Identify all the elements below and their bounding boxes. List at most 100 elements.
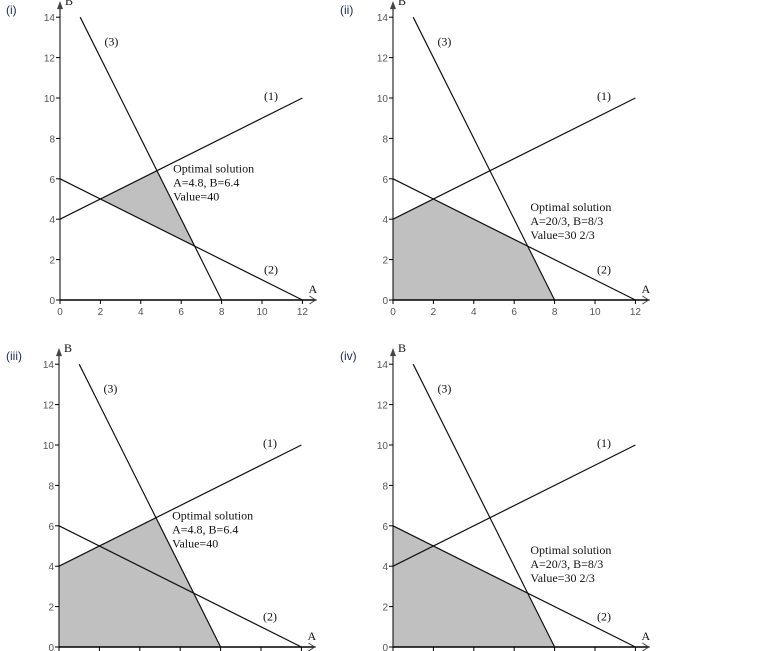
y-tick-label: 4 [48,562,54,573]
optimal-solution-text: Value=40 [172,537,218,551]
x-axis-label: A [308,282,317,296]
y-tick-label: 2 [48,603,54,614]
y-axis-arrow-icon [57,1,63,10]
x-tick-label: 4 [471,307,477,318]
panel-label: (iii) [6,349,22,363]
y-tick-label: 2 [382,256,388,267]
y-axis-label: B [398,341,406,355]
x-tick-label: 2 [431,307,437,318]
optimal-solution-text: A=20/3, B=8/3 [530,557,603,571]
constraint-label: (2) [597,263,611,277]
panel-label: (iv) [340,349,357,363]
y-tick-label: 0 [382,643,388,651]
y-tick-label: 6 [48,522,54,533]
y-tick-label: 14 [377,13,389,24]
x-axis-label: A [307,629,316,643]
constraint-line [392,525,636,648]
feasible-region [393,525,555,647]
y-tick-label: 2 [49,256,55,267]
x-tick-label: 6 [511,307,517,318]
x-tick-label: 0 [57,307,63,318]
constraint-line [58,525,302,648]
y-tick-label: 4 [49,215,55,226]
x-tick-label: 2 [98,307,104,318]
feasible-region [100,170,195,247]
x-tick-label: 8 [219,307,225,318]
optimal-solution-text: Value=30 2/3 [530,228,594,242]
optimal-solution-text: Value=30 2/3 [530,571,594,585]
optimal-solution-text: Optimal solution [173,162,254,176]
panel-label: (ii) [340,3,353,17]
constraint-label: (2) [264,263,278,277]
optimal-solution-text: A=20/3, B=8/3 [530,214,603,228]
optimal-solution-text: Optimal solution [530,543,611,557]
constraint-label: (1) [597,89,611,103]
y-tick-label: 10 [44,94,56,105]
constraint-label: (3) [103,381,117,395]
x-axis-arrow-icon [642,295,650,305]
y-axis-label: B [64,341,72,355]
y-tick-label: 8 [49,134,55,145]
y-axis-arrow-icon [390,1,396,10]
y-tick-label: 10 [43,441,55,452]
x-axis-arrow-icon [642,642,650,651]
optimal-solution-text: Optimal solution [172,509,253,523]
y-tick-label: 6 [382,175,388,186]
y-tick-label: 12 [377,401,389,412]
y-tick-label: 6 [382,522,388,533]
constraint-label: (2) [263,610,277,624]
y-tick-label: 4 [382,562,388,573]
x-tick-label: 6 [178,307,184,318]
x-tick-label: 0 [390,307,396,318]
constraint-label: (3) [104,34,118,48]
y-tick-label: 8 [48,481,54,492]
lp-panel: (i) B A 0 2 4 6 8 10 12 14 0 2 4 6 8 10 12 (1) (2) (3) Optima… [6,0,317,318]
x-tick-label: 12 [630,307,642,318]
constraint-line [412,16,556,301]
y-tick-label: 0 [382,296,388,307]
constraint-label: (1) [263,436,277,450]
constraint-label: (1) [597,436,611,450]
y-tick-label: 8 [382,134,388,145]
constraint-line [412,363,556,648]
constraint-line [59,178,303,301]
y-axis-arrow-icon [56,348,62,357]
optimal-solution-text: A=4.8, B=6.4 [172,523,238,537]
y-tick-label: 8 [382,481,388,492]
feasible-region [393,199,555,300]
lp-panel: (iii) B A 0 2 4 6 8 10 12 14 (1) (2) (3) Optimal solut… [6,341,316,651]
y-tick-label: 12 [377,54,389,65]
y-tick-label: 0 [49,296,55,307]
optimal-solution-text: Optimal solution [530,200,611,214]
y-tick-label: 10 [377,94,389,105]
y-tick-label: 14 [44,13,56,24]
optimal-solution-text: Value=40 [173,190,219,204]
x-axis-label: A [641,629,650,643]
y-tick-label: 6 [49,175,55,186]
panel-label: (i) [6,3,17,17]
x-axis-arrow-icon [308,642,316,651]
y-tick-label: 0 [48,643,54,651]
constraint-label: (3) [437,381,451,395]
constraint-label: (3) [437,34,451,48]
constraint-label: (1) [264,89,278,103]
feasible-region [59,517,221,647]
y-tick-label: 12 [44,54,56,65]
y-tick-label: 12 [43,401,55,412]
constraint-line [392,178,636,301]
constraint-label: (2) [597,610,611,624]
x-tick-label: 12 [297,307,309,318]
x-tick-label: 4 [138,307,144,318]
x-tick-label: 10 [589,307,601,318]
optimal-solution-text: A=4.8, B=6.4 [173,176,239,190]
x-axis-arrow-icon [309,295,317,305]
y-tick-label: 14 [377,360,389,371]
lp-panel: (iv) B A 0 2 4 6 8 10 12 14 (1) (2) (3) Optimal soluti… [340,341,650,651]
y-tick-label: 10 [377,441,389,452]
constraint-line [79,16,223,301]
y-tick-label: 4 [382,215,388,226]
lp-panel: (ii) B A 0 2 4 6 8 10 12 14 0 2 4 6 8 10 12 (1) (2) (3) Optim… [340,0,650,318]
constraint-line [78,363,222,648]
x-tick-label: 10 [256,307,268,318]
